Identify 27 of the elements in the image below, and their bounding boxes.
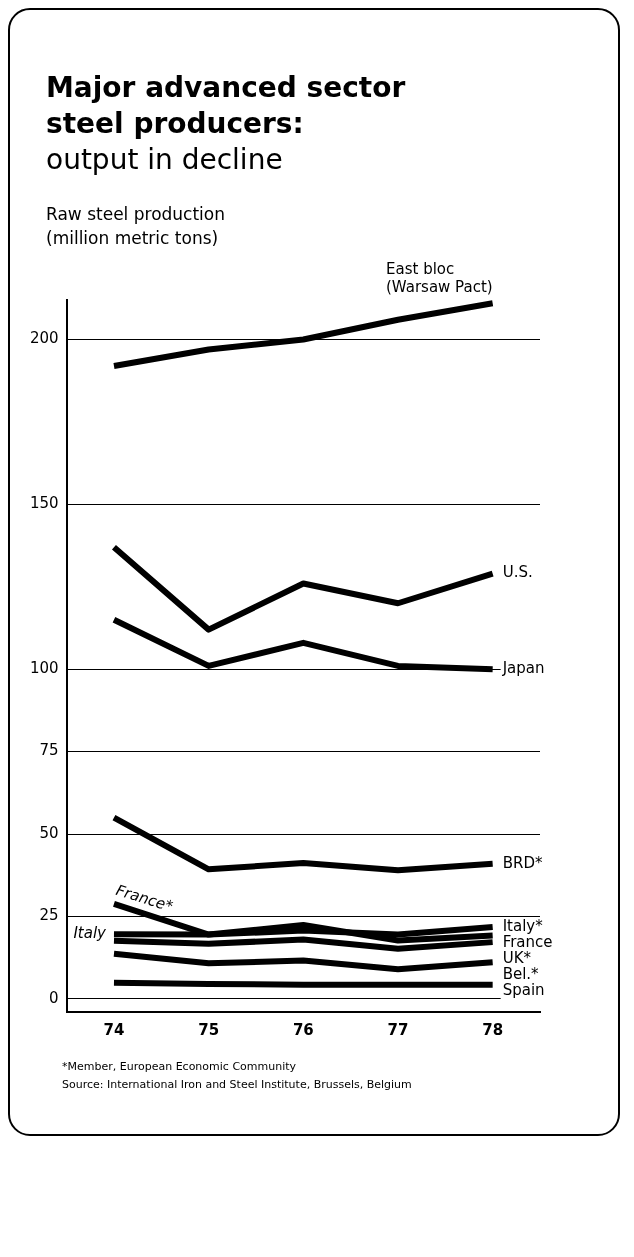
x-tick-label: 78	[482, 1020, 504, 1039]
y-tick-label: 200	[29, 329, 59, 348]
series-label: East bloc (Warsaw Pact)	[385, 259, 493, 296]
series-label: U.S.	[502, 563, 533, 582]
text: *Member, European Economic Community	[62, 1059, 298, 1075]
series-label: Spain	[502, 980, 545, 999]
y-tick-label: 75	[39, 741, 59, 760]
chart-subtitle: output in decline	[46, 142, 284, 178]
series-label: Italy*	[502, 916, 544, 935]
series-label: BRD*	[502, 853, 543, 872]
y-axis-title: Raw steel production (million metric tons)	[46, 203, 226, 250]
y-tick-label: 25	[39, 906, 59, 925]
chart-title: Major advanced sector steel producers:	[46, 70, 406, 142]
series-label: Bel.*	[502, 964, 540, 983]
series-label: Japan	[501, 659, 545, 678]
x-tick-label: 76	[292, 1020, 314, 1039]
y-tick-label: 150	[29, 494, 59, 513]
annotation: Italy	[73, 924, 108, 943]
source-note: Source: International Iron and Steel Institute, Brussels, Belgium	[62, 1077, 413, 1093]
series-label: UK*	[502, 948, 532, 967]
y-tick-label: 100	[29, 659, 59, 678]
x-tick-label: 77	[387, 1020, 409, 1039]
x-tick-label: 75	[198, 1020, 220, 1039]
x-tick-label: 74	[103, 1020, 125, 1039]
y-tick-label: 0	[49, 988, 59, 1007]
y-tick-label: 50	[39, 823, 59, 842]
annotation: France*	[113, 881, 176, 916]
